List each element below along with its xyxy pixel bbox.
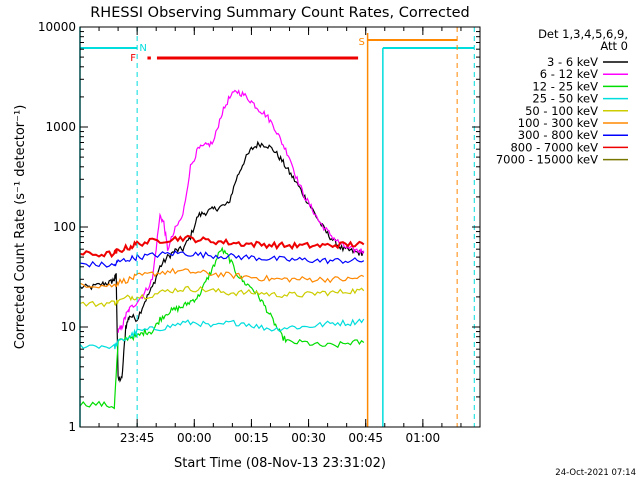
series-line-100-300-kev (79, 267, 365, 289)
legend-header-attenuator: Att 0 (600, 39, 628, 53)
y-tick-label: 10 (61, 320, 76, 334)
series-line-300-800-kev (79, 250, 365, 268)
series-line-6-12-kev (117, 89, 365, 333)
legend-entry-300-800-kev: 300 - 800 keV (518, 128, 598, 142)
legend-entry-100-300-kev: 100 - 300 keV (518, 116, 598, 130)
series-line-50-100-kev (79, 285, 365, 308)
legend-entry-6-12-kev: 6 - 12 keV (540, 67, 598, 81)
x-tick-label: 00:30 (291, 431, 326, 445)
marker-label-f: F (130, 53, 136, 64)
series-line-3-6-kev (79, 140, 365, 383)
legend-header-detectors: Det 1,3,4,5,6,9, (538, 27, 628, 41)
marker-label-s: S (358, 37, 364, 48)
x-axis-label: Start Time (08-Nov-13 23:31:02) (174, 456, 386, 471)
y-tick-label: 10000 (38, 20, 76, 34)
series-line-25-50-kev (79, 318, 365, 350)
legend-entry-800-7000-kev: 800 - 7000 keV (510, 140, 598, 154)
legend-entry-25-50-kev: 25 - 50 keV (532, 92, 598, 106)
y-tick-label: 1 (68, 420, 76, 434)
legend-entry-7000-15000-kev: 7000 - 15000 keV (496, 153, 598, 167)
x-tick-label: 23:45 (120, 431, 155, 445)
series-line-800-7000-kev (79, 234, 365, 259)
legend-entry-12-25-kev: 12 - 25 keV (532, 79, 598, 93)
legend-entry-3-6-kev: 3 - 6 keV (547, 55, 598, 69)
y-axis-label: Corrected Count Rate (s⁻¹ detector⁻¹) (13, 105, 28, 350)
x-tick-label: 00:00 (177, 431, 212, 445)
footer-timestamp: 24-Oct-2021 07:14 (555, 468, 636, 478)
x-tick-label: 00:15 (234, 431, 269, 445)
chart-title: RHESSI Observing Summary Count Rates, Co… (90, 5, 470, 21)
y-tick-label: 1000 (45, 120, 76, 134)
x-tick-label: 00:45 (348, 431, 383, 445)
x-tick-label: 01:00 (406, 431, 441, 445)
marker-label-n: N (139, 43, 146, 54)
axis-layer: 23:45 00:00 00:15 00:30 00:45 01:00 1 10 100 1000… (38, 20, 481, 445)
y-tick-label: 100 (53, 220, 76, 234)
legend-entry-50-100-kev: 50 - 100 keV (525, 104, 598, 118)
